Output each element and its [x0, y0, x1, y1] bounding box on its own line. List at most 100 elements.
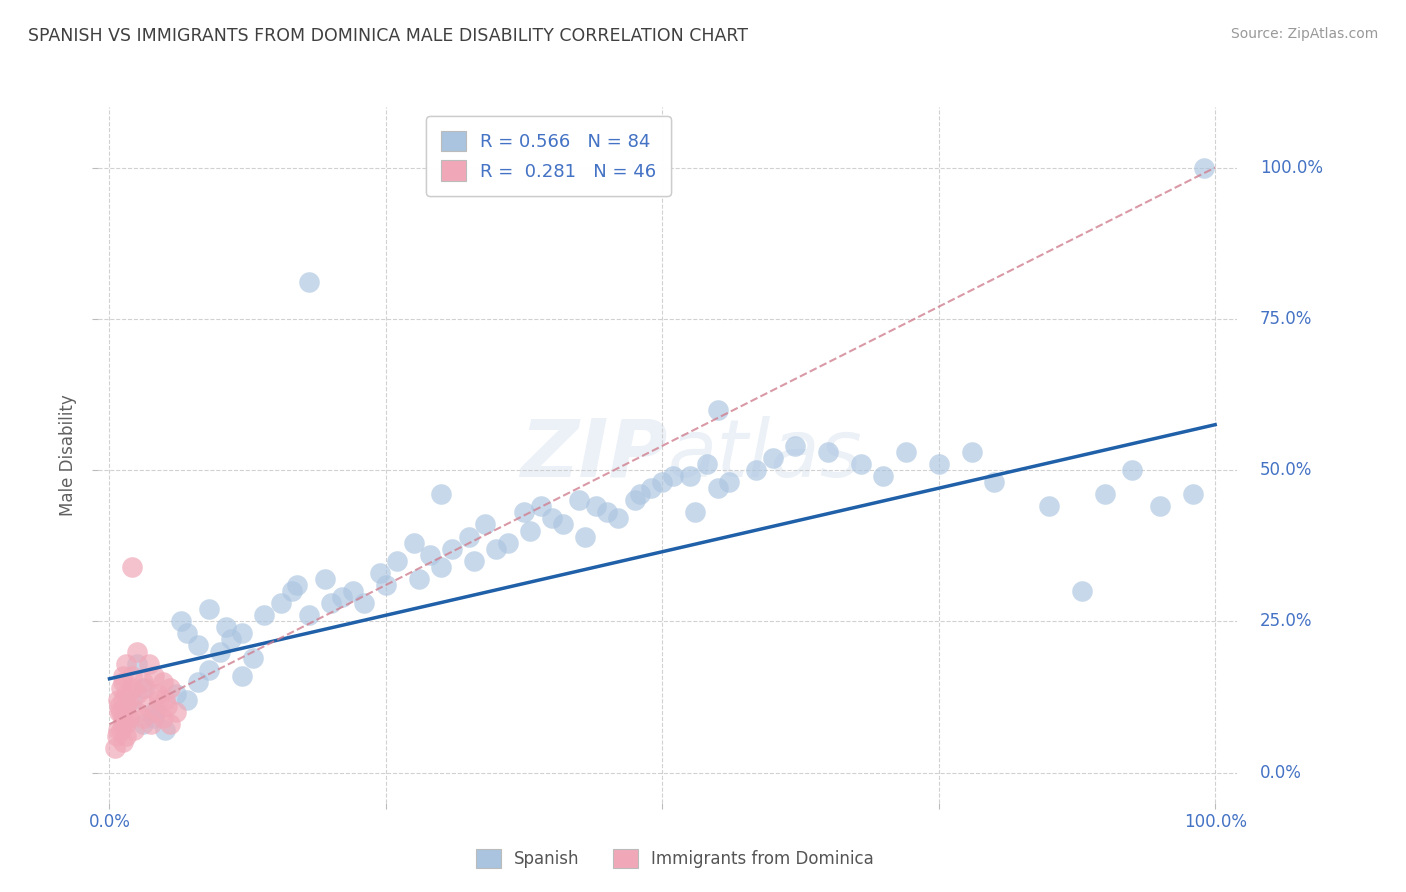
Text: 75.0%: 75.0%	[1260, 310, 1312, 327]
Point	[108, 705, 131, 719]
Text: Source: ZipAtlas.com: Source: ZipAtlas.com	[1230, 27, 1378, 41]
Point	[297, 608, 319, 623]
Point	[1071, 584, 1094, 599]
Point	[127, 644, 149, 658]
Point	[696, 457, 718, 471]
Point	[115, 729, 138, 743]
Text: 50.0%: 50.0%	[1260, 461, 1312, 479]
Point	[127, 705, 149, 719]
Point	[551, 517, 574, 532]
Text: ZIP: ZIP	[520, 416, 668, 494]
Point	[198, 602, 221, 616]
Text: 0.0%: 0.0%	[1260, 764, 1302, 781]
Point	[108, 698, 131, 713]
Point	[146, 687, 169, 701]
Point	[104, 741, 127, 756]
Point	[142, 669, 165, 683]
Point	[115, 717, 138, 731]
Point	[107, 723, 129, 738]
Point	[463, 554, 485, 568]
Point	[105, 729, 128, 743]
Text: atlas: atlas	[668, 416, 863, 494]
Point	[1038, 500, 1060, 514]
Point	[176, 693, 198, 707]
Point	[253, 608, 276, 623]
Point	[651, 475, 673, 490]
Point	[136, 698, 159, 713]
Point	[596, 505, 619, 519]
Point	[485, 541, 508, 556]
Point	[115, 657, 138, 671]
Point	[115, 687, 138, 701]
Point	[142, 711, 165, 725]
Text: 100.0%: 100.0%	[1260, 159, 1323, 177]
Point	[153, 693, 176, 707]
Point	[115, 698, 138, 713]
Point	[928, 457, 950, 471]
Point	[131, 717, 153, 731]
Point	[679, 469, 702, 483]
Point	[127, 657, 149, 671]
Point	[783, 439, 806, 453]
Point	[685, 505, 707, 519]
Point	[153, 723, 176, 738]
Point	[131, 711, 153, 725]
Point	[209, 644, 232, 658]
Point	[983, 475, 1005, 490]
Point	[187, 674, 209, 689]
Point	[370, 566, 392, 580]
Point	[374, 578, 396, 592]
Point	[297, 276, 319, 290]
Point	[628, 487, 651, 501]
Point	[385, 554, 408, 568]
Point	[319, 596, 342, 610]
Point	[107, 693, 129, 707]
Point	[574, 530, 596, 544]
Point	[111, 735, 134, 749]
Point	[111, 717, 134, 731]
Point	[402, 535, 425, 549]
Point	[640, 481, 662, 495]
Point	[607, 511, 630, 525]
Point	[585, 500, 607, 514]
Point	[817, 445, 839, 459]
Point	[441, 541, 464, 556]
Point	[198, 663, 221, 677]
Point	[419, 548, 441, 562]
Point	[430, 487, 453, 501]
Point	[314, 572, 336, 586]
Point	[214, 620, 236, 634]
Point	[717, 475, 740, 490]
Point	[513, 505, 536, 519]
Point	[430, 559, 453, 574]
Point	[457, 530, 479, 544]
Point	[110, 681, 132, 695]
Point	[1149, 500, 1171, 514]
Point	[142, 705, 165, 719]
Point	[342, 584, 364, 599]
Point	[894, 445, 917, 459]
Point	[496, 535, 519, 549]
Point	[141, 717, 163, 731]
Point	[127, 687, 149, 701]
Point	[110, 705, 132, 719]
Point	[353, 596, 375, 610]
Point	[148, 693, 170, 707]
Point	[568, 493, 591, 508]
Point	[1182, 487, 1205, 501]
Point	[145, 705, 167, 719]
Point	[706, 481, 728, 495]
Point	[110, 723, 132, 738]
Point	[231, 626, 253, 640]
Point	[706, 402, 728, 417]
Point	[159, 717, 181, 731]
Legend: Spanish, Immigrants from Dominica: Spanish, Immigrants from Dominica	[470, 842, 880, 875]
Point	[623, 493, 645, 508]
Point	[138, 657, 160, 671]
Point	[121, 693, 143, 707]
Point	[474, 517, 496, 532]
Point	[152, 711, 174, 725]
Point	[121, 681, 143, 695]
Point	[960, 445, 983, 459]
Point	[118, 711, 141, 725]
